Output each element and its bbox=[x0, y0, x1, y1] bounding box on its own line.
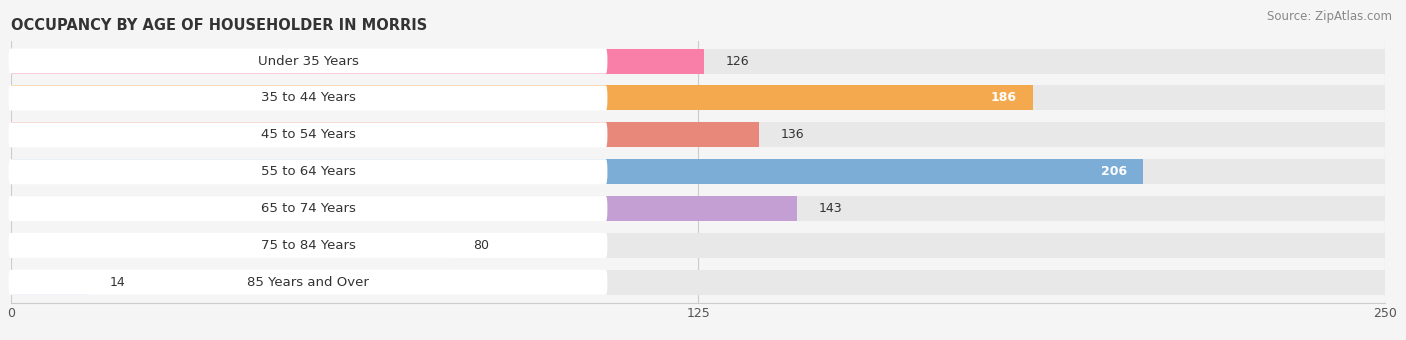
Bar bbox=[11, 122, 1385, 147]
FancyBboxPatch shape bbox=[8, 270, 607, 295]
Text: 14: 14 bbox=[110, 276, 127, 289]
Text: 55 to 64 Years: 55 to 64 Years bbox=[260, 165, 356, 178]
Bar bbox=[11, 196, 797, 221]
Text: 65 to 74 Years: 65 to 74 Years bbox=[260, 202, 356, 215]
Bar bbox=[11, 85, 1385, 110]
FancyBboxPatch shape bbox=[8, 49, 607, 74]
Bar bbox=[11, 85, 1033, 110]
Bar bbox=[11, 122, 758, 147]
Bar bbox=[11, 49, 703, 74]
Text: 126: 126 bbox=[725, 55, 749, 68]
FancyBboxPatch shape bbox=[8, 122, 607, 147]
Bar bbox=[11, 159, 1385, 184]
FancyBboxPatch shape bbox=[8, 233, 607, 258]
Text: 85 Years and Over: 85 Years and Over bbox=[247, 276, 368, 289]
Text: Under 35 Years: Under 35 Years bbox=[257, 55, 359, 68]
Text: OCCUPANCY BY AGE OF HOUSEHOLDER IN MORRIS: OCCUPANCY BY AGE OF HOUSEHOLDER IN MORRI… bbox=[11, 18, 427, 33]
Bar bbox=[11, 270, 89, 295]
FancyBboxPatch shape bbox=[8, 159, 607, 184]
Text: 35 to 44 Years: 35 to 44 Years bbox=[260, 91, 356, 104]
Text: 136: 136 bbox=[780, 128, 804, 141]
Text: Source: ZipAtlas.com: Source: ZipAtlas.com bbox=[1267, 10, 1392, 23]
Text: 80: 80 bbox=[472, 239, 489, 252]
FancyBboxPatch shape bbox=[8, 196, 607, 221]
Text: 75 to 84 Years: 75 to 84 Years bbox=[260, 239, 356, 252]
Bar bbox=[11, 159, 1143, 184]
Bar bbox=[11, 49, 1385, 74]
Text: 45 to 54 Years: 45 to 54 Years bbox=[260, 128, 356, 141]
Bar bbox=[11, 270, 1385, 295]
Bar bbox=[11, 196, 1385, 221]
FancyBboxPatch shape bbox=[8, 85, 607, 110]
Bar bbox=[11, 233, 1385, 258]
Text: 186: 186 bbox=[991, 91, 1017, 104]
Text: 206: 206 bbox=[1101, 165, 1126, 178]
Bar bbox=[11, 233, 451, 258]
Text: 143: 143 bbox=[818, 202, 842, 215]
